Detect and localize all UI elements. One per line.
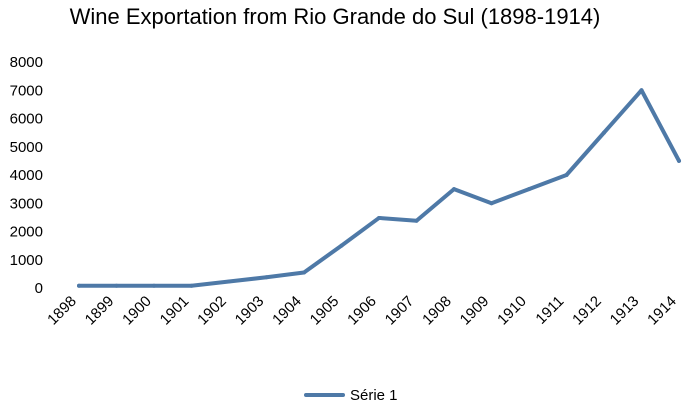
data-point (339, 243, 344, 248)
x-tick-label: 1913 (607, 293, 643, 329)
x-tick-label: 1899 (82, 293, 118, 329)
data-point (264, 275, 269, 280)
y-tick-label: 2000 (10, 224, 43, 241)
x-tick-label: 1911 (532, 293, 567, 328)
x-tick-label: 1909 (457, 293, 493, 329)
data-point (227, 279, 231, 284)
y-tick-label: 1000 (10, 252, 43, 269)
data-point (377, 215, 381, 220)
plot-area (77, 88, 681, 288)
data-point (602, 130, 606, 135)
series-line (77, 88, 681, 288)
data-point (489, 201, 494, 206)
data-point (639, 88, 644, 93)
x-tick-label: 1898 (44, 293, 80, 329)
chart-title: Wine Exportation from Rio Grande do Sul … (70, 4, 601, 29)
y-tick-label: 5000 (10, 139, 43, 156)
x-tick-label: 1903 (232, 293, 268, 329)
data-point (452, 187, 456, 192)
y-tick-label: 0 (35, 280, 43, 297)
data-point (189, 283, 194, 288)
x-tick-label: 1912 (569, 293, 605, 329)
data-point (414, 218, 419, 223)
data-point (564, 173, 569, 177)
legend-label: Série 1 (350, 387, 398, 404)
data-point (114, 283, 119, 288)
data-point (527, 187, 531, 192)
x-tick-label: 1904 (269, 293, 305, 329)
x-axis-tick-labels: 1898 1899 1900 1901 1902 1903 1904 1905 1906 1907… (44, 293, 680, 329)
x-tick-label: 1905 (307, 293, 343, 329)
data-point (77, 283, 81, 288)
data-point (677, 158, 681, 163)
y-tick-label: 6000 (10, 111, 43, 128)
x-tick-label: 1914 (644, 293, 680, 329)
y-tick-label: 8000 (10, 54, 43, 71)
y-tick-label: 7000 (10, 82, 43, 99)
x-tick-label: 1910 (494, 293, 530, 329)
data-points (77, 88, 681, 288)
y-tick-label: 3000 (10, 195, 43, 212)
x-tick-label: 1901 (157, 293, 193, 329)
x-tick-label: 1906 (344, 293, 380, 329)
data-point (152, 283, 156, 288)
x-tick-label: 1907 (382, 293, 418, 329)
y-axis-tick-labels: 0 1000 2000 3000 4000 5000 6000 7000 8000 (10, 54, 43, 297)
x-tick-label: 1908 (419, 293, 455, 329)
y-tick-label: 4000 (10, 167, 43, 184)
legend: Série 1 (304, 387, 398, 404)
data-point (302, 270, 306, 275)
x-tick-label: 1902 (194, 293, 230, 329)
x-tick-label: 1900 (119, 293, 155, 329)
